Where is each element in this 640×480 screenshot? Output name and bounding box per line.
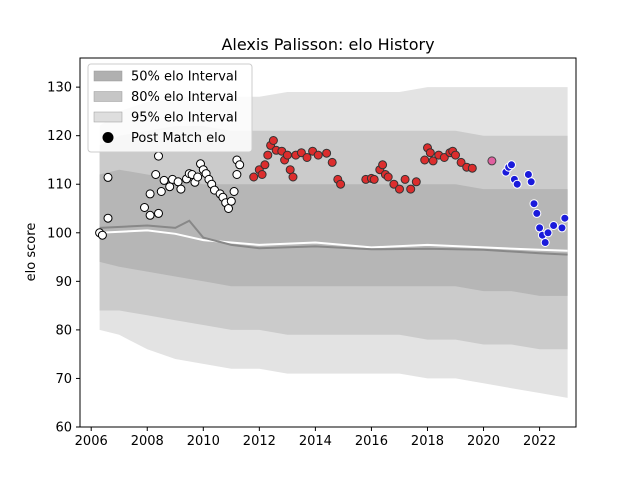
elo-point: [560, 213, 570, 223]
y-tick-label: 100: [47, 226, 72, 241]
elo-point: [487, 156, 497, 166]
elo-point: [512, 179, 522, 189]
elo-point: [226, 196, 236, 206]
elo-point: [176, 184, 186, 194]
elo-point: [451, 150, 460, 160]
elo-point: [145, 189, 155, 199]
elo-point: [97, 230, 107, 240]
elo-point: [425, 148, 435, 158]
elo-point: [103, 213, 113, 223]
y-tick-label: 60: [55, 421, 72, 436]
x-tick-label: 2016: [355, 434, 388, 449]
elo-point: [302, 153, 312, 162]
chart-title: Alexis Palisson: elo History: [221, 35, 434, 54]
elo-point: [420, 155, 430, 165]
y-tick-label: 110: [47, 178, 72, 193]
legend-swatch: [93, 111, 123, 123]
legend-label: 80% elo Interval: [131, 90, 238, 105]
elo-point: [411, 177, 421, 187]
mean-line: [99, 229, 568, 252]
elo-point: [263, 150, 273, 160]
legend: 50% elo Interval 80% elo Interval 95% elo …: [87, 63, 253, 153]
elo-point: [288, 172, 298, 182]
elo-point: [383, 172, 393, 182]
elo-point: [336, 179, 346, 189]
elo-point: [257, 170, 267, 179]
x-tick-label: 2020: [467, 434, 500, 449]
elo-point: [428, 156, 438, 166]
elo-point: [268, 136, 278, 145]
elo-point: [103, 172, 113, 182]
elo-point: [532, 208, 542, 218]
elo-point: [406, 184, 416, 194]
plot-frame: [79, 57, 577, 428]
x-tick-label: 2018: [411, 434, 444, 449]
elo-point: [140, 203, 149, 212]
legend-marker: [102, 132, 114, 143]
elo-point: [193, 172, 203, 182]
elo-point: [154, 151, 163, 161]
elo-point: [296, 148, 306, 158]
elo-point: [260, 160, 270, 170]
legend-swatch: [93, 70, 123, 82]
elo-point: [159, 175, 169, 185]
elo-point: [456, 157, 466, 167]
x-tick-label: 2012: [243, 434, 276, 449]
x-tick-label: 2010: [187, 434, 220, 449]
y-tick-label: 90: [55, 275, 72, 290]
elo-point: [154, 208, 163, 218]
elo-point: [156, 187, 166, 196]
elo-point: [549, 221, 559, 230]
elo-point: [467, 163, 477, 173]
elo-point: [526, 177, 536, 187]
legend-label: Post Match elo: [131, 131, 226, 146]
elo-point: [369, 174, 379, 184]
elo-point: [540, 238, 550, 247]
elo-point: [543, 228, 553, 238]
y-tick-label: 120: [47, 129, 72, 144]
plot-area: 2006 2008 2010 2012 2014 2016 2018 2020 2022 60 70…: [47, 57, 577, 449]
elo-point: [282, 150, 292, 160]
elo-point: [232, 170, 242, 179]
elo-point: [313, 150, 323, 160]
elo-point: [151, 170, 161, 179]
y-tick-label: 80: [55, 323, 72, 338]
legend-box: [87, 63, 253, 153]
elo-point: [395, 184, 404, 194]
elo-point: [557, 223, 567, 233]
legend-label: 50% elo Interval: [131, 70, 238, 85]
elo-point: [529, 199, 539, 209]
elo-point: [378, 160, 388, 170]
x-tick-label: 2006: [75, 434, 108, 449]
elo-point: [322, 148, 332, 158]
legend-label: 95% elo Interval: [131, 111, 238, 126]
x-tick-label: 2022: [523, 434, 556, 449]
legend-swatch: [93, 91, 123, 102]
y-axis-label: elo score: [24, 223, 39, 282]
elo-point: [389, 179, 399, 189]
x-tick-label: 2014: [299, 434, 332, 449]
x-tick-label: 2008: [131, 434, 164, 449]
y-tick-label: 70: [55, 372, 72, 387]
elo-point: [327, 157, 337, 167]
y-tick-label: 130: [47, 81, 72, 96]
elo-point: [235, 160, 245, 170]
band-50-interval: [99, 169, 568, 296]
elo-point: [400, 174, 410, 184]
median-line: [99, 219, 568, 256]
elo-point: [507, 160, 516, 170]
elo-point: [249, 172, 259, 182]
elo-point: [439, 153, 449, 162]
elo-point: [145, 210, 155, 220]
elo-point: [229, 187, 239, 196]
